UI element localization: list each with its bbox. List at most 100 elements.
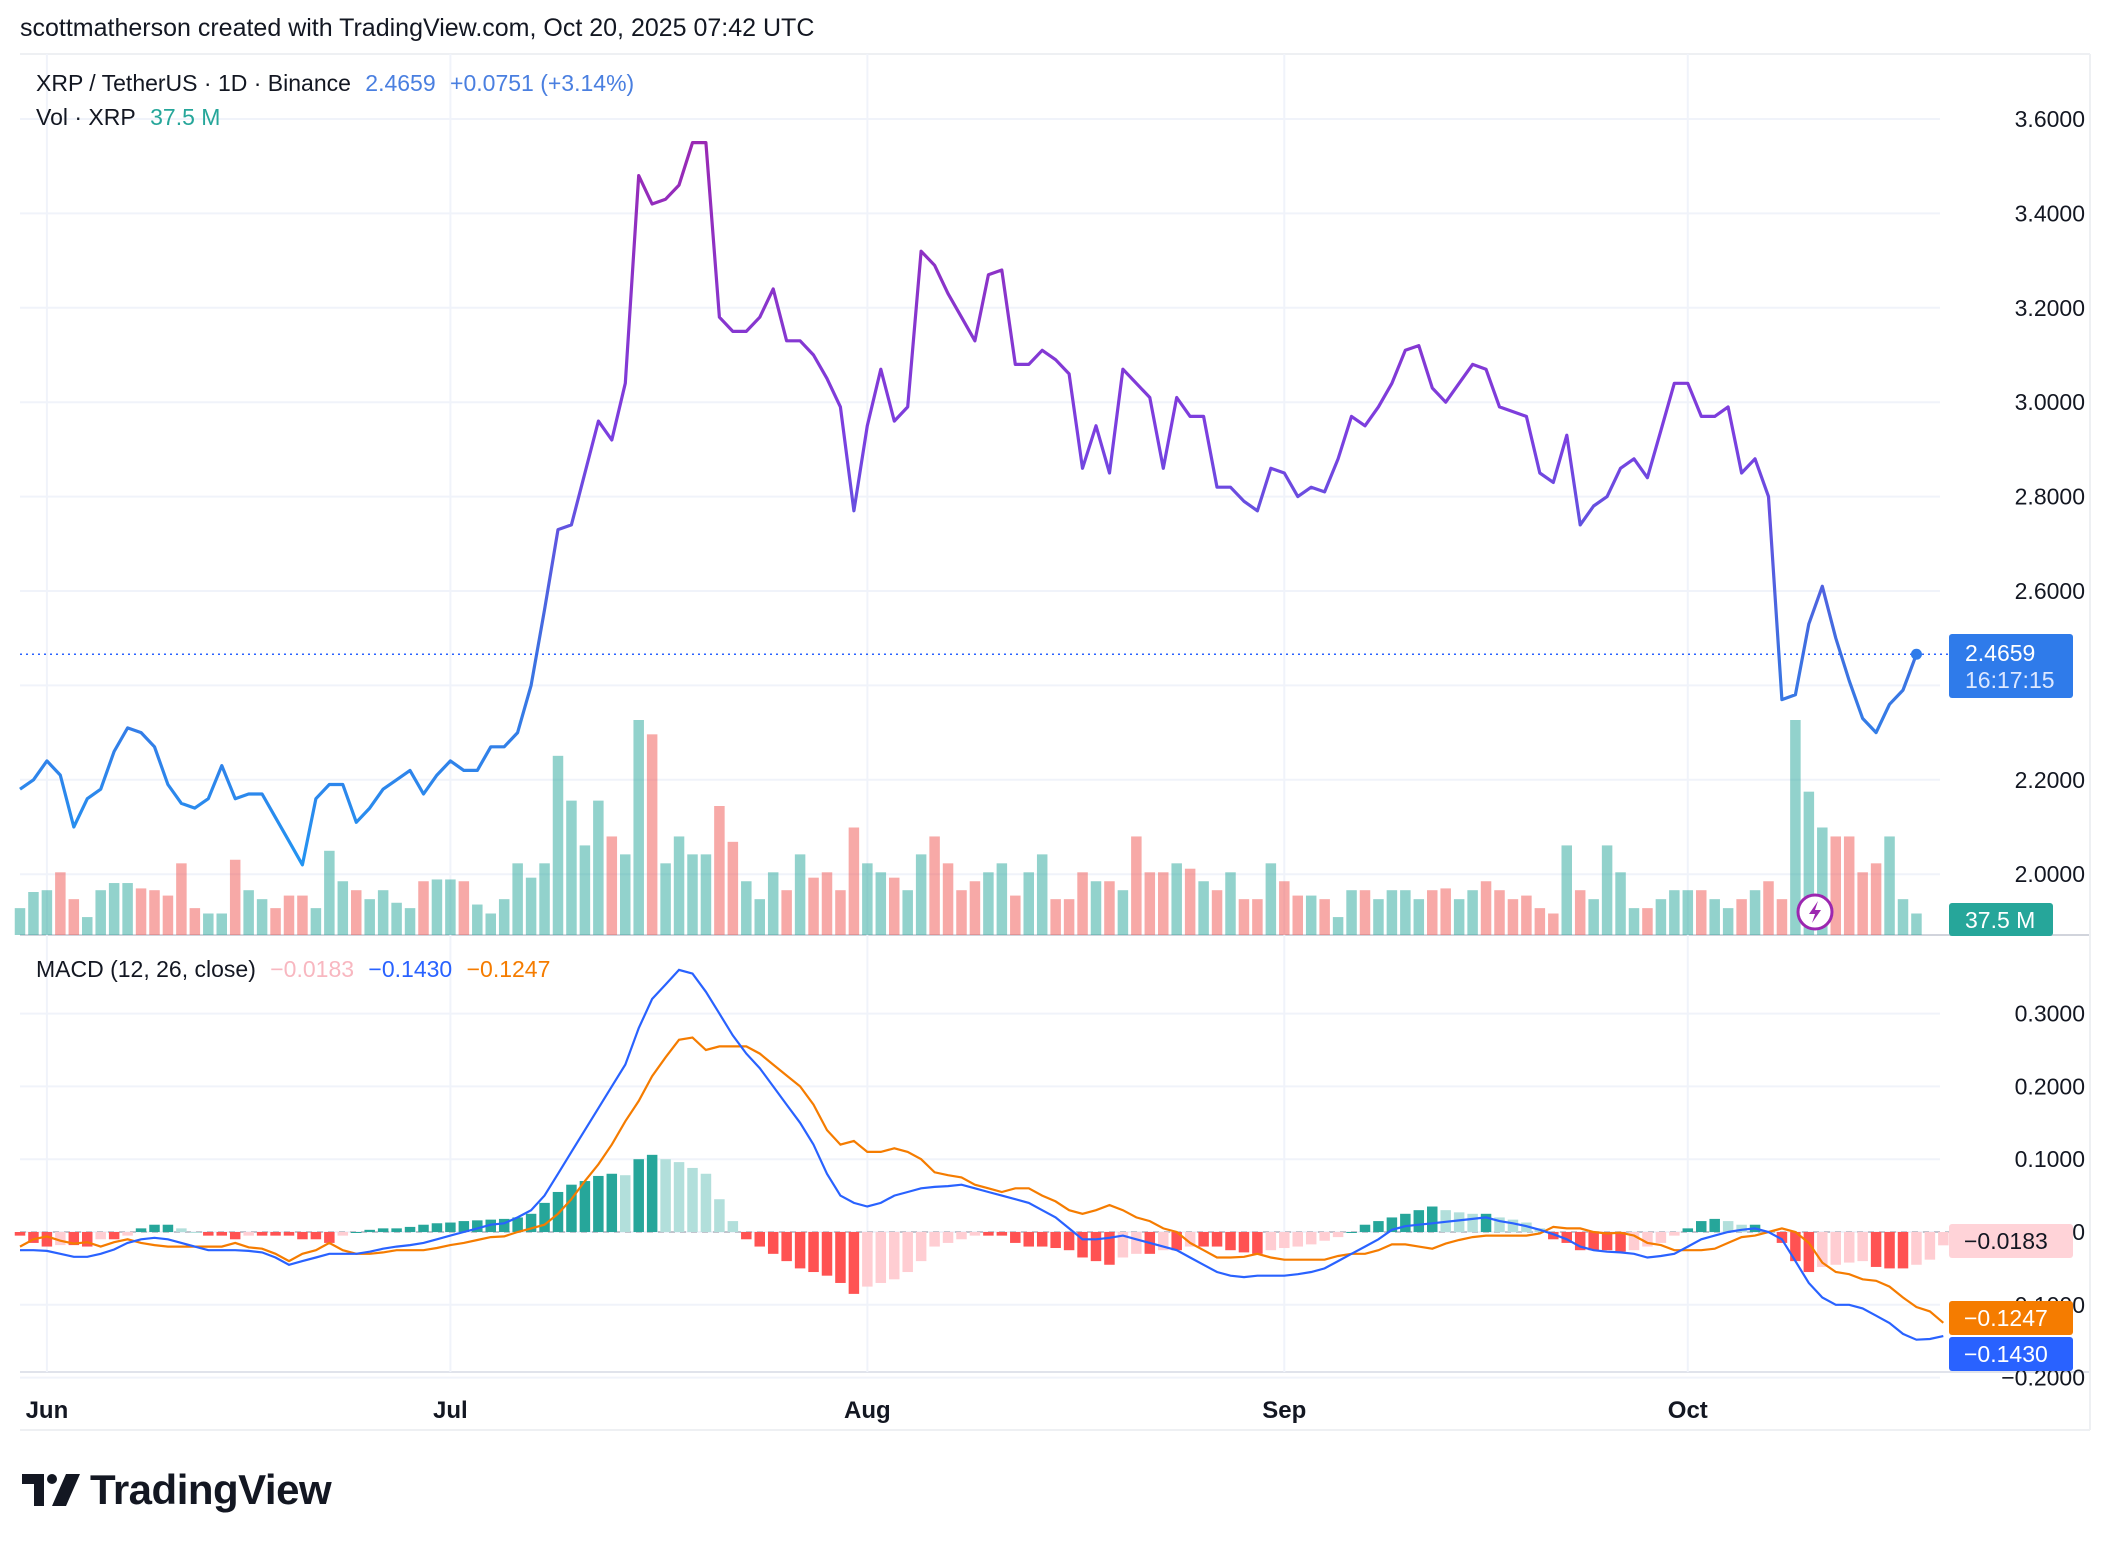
- volume-bar: [942, 863, 954, 935]
- macd-histogram-bar: [1642, 1232, 1653, 1247]
- volume-bar: [781, 890, 792, 935]
- price-tick-label: 2.0000: [2015, 861, 2085, 887]
- volume-bar: [337, 881, 349, 935]
- macd-histogram-bar: [1924, 1232, 1936, 1260]
- macd-legend[interactable]: MACD (12, 26, close) −0.0183 −0.1430 −0.…: [36, 956, 558, 983]
- macd-histogram-bar: [404, 1226, 416, 1232]
- volume-bar: [1238, 899, 1250, 935]
- price-change: +0.0751 (+3.14%): [450, 70, 635, 96]
- macd-pane: [14, 968, 1949, 1341]
- volume-bar: [41, 890, 53, 935]
- macd-label[interactable]: MACD (12, 26, close): [36, 956, 256, 982]
- x-tick-label: Aug: [844, 1397, 891, 1424]
- last-price: 2.4659: [365, 70, 436, 96]
- volume-bar: [256, 899, 268, 935]
- volume-bar: [1386, 890, 1398, 935]
- macd-histogram-bar: [1938, 1232, 1949, 1246]
- macd-histogram-bar: [1090, 1232, 1102, 1262]
- volume-bar: [1413, 899, 1425, 935]
- macd-histogram-bar: [458, 1221, 470, 1232]
- macd-histogram-bar: [606, 1173, 618, 1232]
- volume-bars: [14, 720, 1922, 935]
- volume-bar: [229, 859, 241, 935]
- price-badge: 2.4659 16:17:15: [1949, 634, 2073, 698]
- macd-histogram-bar: [929, 1232, 940, 1247]
- volume-bar: [1601, 845, 1613, 935]
- price-tick-label: 3.2000: [2015, 295, 2085, 321]
- volume-bar: [512, 863, 523, 935]
- price-tick-label: 3.0000: [2015, 389, 2085, 415]
- volume-bar: [418, 881, 429, 935]
- volume-legend[interactable]: Vol · XRP 37.5 M: [36, 104, 228, 131]
- macd-histogram-bar: [135, 1228, 147, 1232]
- macd-histogram-bar: [566, 1184, 577, 1232]
- macd-signal-value: −0.1247: [466, 956, 551, 982]
- volume-bar: [700, 854, 712, 935]
- volume-bar: [351, 890, 362, 935]
- volume-bar: [1790, 720, 1801, 935]
- lightning-icon[interactable]: [1796, 893, 1834, 931]
- macd-histogram-bar: [1036, 1232, 1048, 1247]
- volume-bar: [498, 899, 510, 935]
- macd-histogram-bar: [1252, 1232, 1263, 1254]
- macd-histogram-bar: [714, 1199, 725, 1232]
- volume-bar: [1104, 881, 1115, 935]
- volume-bar: [1642, 908, 1653, 935]
- volume-bar: [1279, 881, 1290, 935]
- macd-histogram-bar: [1050, 1232, 1061, 1249]
- volume-bar: [1050, 899, 1061, 935]
- price-legend[interactable]: XRP / TetherUS · 1D · Binance 2.4659 +0.…: [36, 70, 642, 97]
- volume-label[interactable]: Vol · XRP: [36, 104, 136, 130]
- volume-bar: [1736, 899, 1747, 935]
- macd-histogram-bar: [1077, 1232, 1088, 1258]
- macd-histogram-bar: [122, 1232, 133, 1236]
- macd-histogram-bar: [1453, 1212, 1465, 1232]
- volume-bar: [1184, 868, 1196, 935]
- symbol-label[interactable]: XRP / TetherUS · 1D · Binance: [36, 70, 351, 96]
- tradingview-logo[interactable]: TradingView: [22, 1466, 332, 1514]
- macd-histogram-bar: [1023, 1232, 1034, 1247]
- macd-signal-line: [19, 1036, 1945, 1324]
- volume-bar: [108, 883, 120, 935]
- countdown-badge-value: 16:17:15: [1965, 667, 2055, 693]
- macd-histogram-bar: [848, 1232, 860, 1294]
- volume-bar: [95, 890, 106, 935]
- macd-histogram-bar: [297, 1232, 308, 1240]
- volume-bar: [620, 854, 631, 935]
- macd-histogram-bar: [1427, 1206, 1438, 1232]
- macd-histogram-bar: [189, 1232, 201, 1233]
- volume-bar: [1373, 899, 1384, 935]
- macd-histogram-bar: [1628, 1232, 1640, 1251]
- macd-histogram-bar: [1225, 1232, 1236, 1251]
- volume-bar: [525, 877, 537, 935]
- macd-histogram-bar: [82, 1232, 93, 1247]
- macd-histogram-bar: [620, 1175, 631, 1232]
- macd-histogram-bar: [821, 1232, 833, 1276]
- macd-histogram-bar: [1359, 1224, 1371, 1232]
- macd-tick-label: 0.1000: [2015, 1146, 2085, 1172]
- macd-histogram-bar: [700, 1173, 712, 1232]
- macd-histogram-bar: [646, 1154, 658, 1232]
- macd-histogram-bar: [391, 1228, 402, 1232]
- macd-histogram-bar: [1238, 1232, 1250, 1253]
- macd-histogram-bar: [216, 1232, 227, 1236]
- volume-bar: [1211, 890, 1223, 935]
- volume-bar: [1440, 888, 1451, 935]
- tradingview-wordmark: TradingView: [90, 1466, 332, 1513]
- macd-histogram-bar: [445, 1222, 456, 1232]
- volume-bar: [1548, 913, 1559, 935]
- price-series-line: [19, 141, 1918, 867]
- volume-bar: [310, 908, 322, 935]
- macd-line: [20, 968, 1944, 1341]
- macd-histogram-bar: [1803, 1232, 1815, 1273]
- macd-histogram-bar: [781, 1232, 792, 1262]
- macd-histogram-bar: [1790, 1232, 1801, 1262]
- macd-histogram-bar: [1265, 1232, 1277, 1251]
- volume-bar: [1561, 845, 1572, 935]
- volume-bar: [1305, 895, 1317, 935]
- macd-histogram-bar: [68, 1232, 80, 1246]
- volume-bar: [579, 845, 591, 935]
- macd-histogram-bar: [1897, 1232, 1909, 1269]
- volume-bar: [848, 827, 860, 935]
